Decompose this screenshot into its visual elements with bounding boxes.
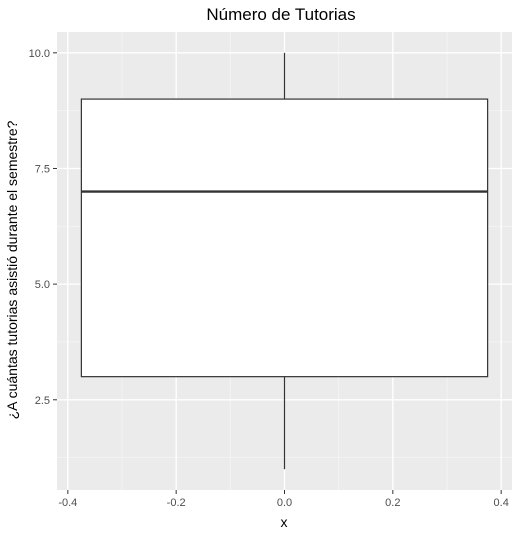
x-tick-label: 0.4 — [494, 497, 509, 509]
y-tick-label: 5.0 — [35, 279, 50, 291]
x-tick-label: 0.2 — [385, 497, 400, 509]
box-iqr — [80, 98, 489, 378]
y-axis-title: ¿A cuántas tutorias asistió durante el s… — [4, 120, 20, 419]
y-tick-label: 7.5 — [35, 163, 50, 175]
x-tick-label: 0.0 — [277, 497, 292, 509]
x-axis-title: x — [281, 514, 288, 530]
y-tick-label: 10.0 — [29, 48, 50, 60]
chart-title: Número de Tutorias — [206, 5, 355, 24]
y-tick-label: 2.5 — [35, 395, 50, 407]
x-tick-label: -0.4 — [58, 497, 77, 509]
boxplot-group — [80, 52, 489, 470]
x-axis: -0.4 -0.2 0.0 0.2 0.4 — [58, 490, 509, 509]
y-axis: 2.5 5.0 7.5 10.0 — [29, 48, 57, 407]
x-tick-label: -0.2 — [167, 497, 186, 509]
